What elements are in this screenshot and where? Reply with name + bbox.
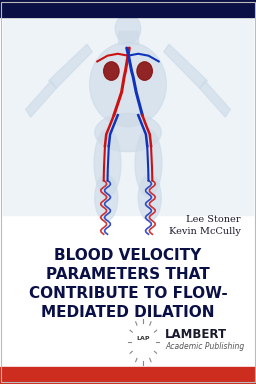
Text: Lee Stoner
Kevin McCully: Lee Stoner Kevin McCully <box>169 215 241 236</box>
Ellipse shape <box>138 175 161 221</box>
Ellipse shape <box>94 130 121 197</box>
Text: BLOOD VELOCITY
PARAMETERS THAT
CONTRIBUTE TO FLOW-
MEDIATED DILATION: BLOOD VELOCITY PARAMETERS THAT CONTRIBUT… <box>29 248 227 320</box>
Ellipse shape <box>104 62 119 80</box>
Polygon shape <box>164 44 207 88</box>
Text: LAP: LAP <box>137 336 150 341</box>
Bar <box>0 367 256 384</box>
Text: LAMBERT: LAMBERT <box>165 328 227 341</box>
Ellipse shape <box>137 62 152 80</box>
Bar <box>3 19 253 215</box>
Polygon shape <box>200 81 230 117</box>
Bar <box>118 31 138 44</box>
Polygon shape <box>26 81 56 117</box>
Ellipse shape <box>95 175 118 221</box>
Ellipse shape <box>115 14 141 43</box>
Ellipse shape <box>90 42 166 127</box>
Bar <box>0 0 256 17</box>
Polygon shape <box>49 44 92 88</box>
Text: Academic Publishing: Academic Publishing <box>165 342 244 351</box>
Ellipse shape <box>135 130 162 197</box>
Ellipse shape <box>95 113 161 152</box>
